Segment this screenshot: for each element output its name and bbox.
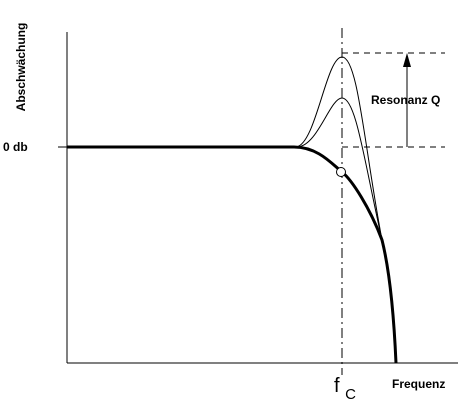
resonance-curve-medium (297, 97, 383, 241)
x-axis-label: Frequenz (392, 377, 445, 391)
y-axis-label: Abschwächung (14, 23, 28, 112)
cutoff-frequency-label: f C (334, 375, 356, 403)
resonance-label: Resonanz Q (371, 93, 440, 107)
resonance-arrow-head (403, 53, 411, 67)
lowpass-response-curve (67, 145, 398, 364)
zero-db-label: 0 db (3, 140, 28, 154)
cutoff-point-marker (336, 167, 346, 177)
resonance-curve-high (295, 56, 383, 241)
cutoff-frequency-subscript: C (345, 386, 356, 403)
cutoff-frequency-base: f (334, 375, 340, 397)
